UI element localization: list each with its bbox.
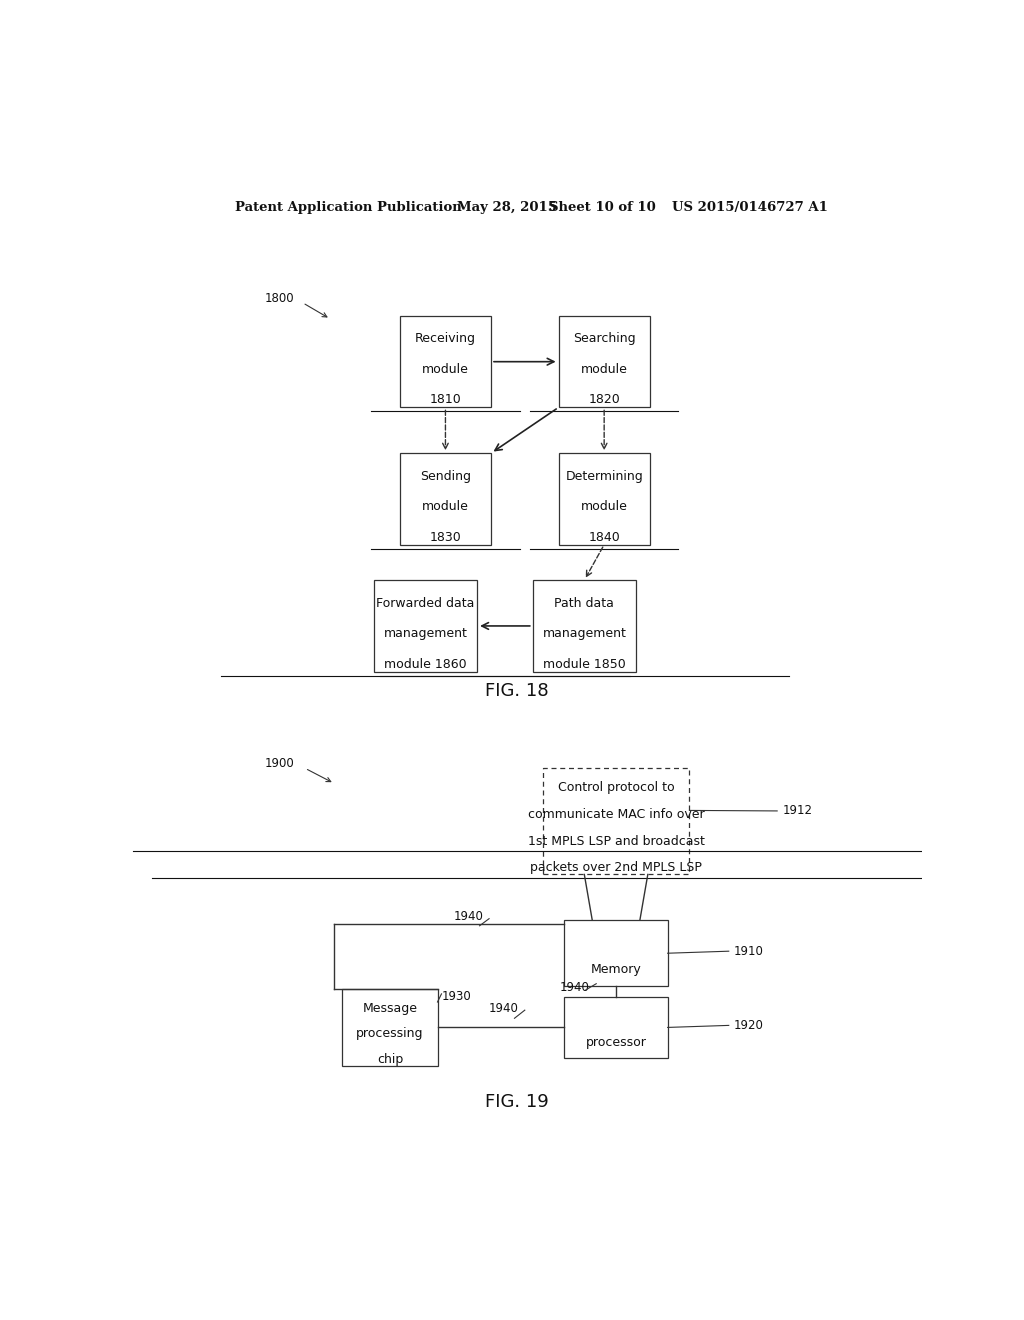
Text: Patent Application Publication: Patent Application Publication [236,201,462,214]
Text: Message: Message [362,1002,418,1015]
Text: 1912: 1912 [782,804,813,817]
Text: 1930: 1930 [441,990,471,1003]
Text: 1810: 1810 [429,393,462,407]
Text: processing: processing [356,1027,424,1040]
FancyBboxPatch shape [543,768,689,874]
FancyBboxPatch shape [374,581,477,672]
Text: module 1850: module 1850 [543,657,626,671]
Text: 1st MPLS LSP and broadcast: 1st MPLS LSP and broadcast [527,834,705,847]
Text: Sheet 10 of 10: Sheet 10 of 10 [549,201,655,214]
FancyBboxPatch shape [564,997,668,1057]
Text: 1840: 1840 [588,531,621,544]
Text: 1940: 1940 [560,981,590,994]
Text: Control protocol to: Control protocol to [558,781,675,795]
Text: 1940: 1940 [488,1002,518,1015]
FancyBboxPatch shape [399,315,492,408]
Text: US 2015/0146727 A1: US 2015/0146727 A1 [672,201,827,214]
Text: FIG. 18: FIG. 18 [485,682,549,700]
Text: Searching: Searching [572,333,636,346]
Text: packets over 2nd MPLS LSP: packets over 2nd MPLS LSP [530,861,702,874]
Text: 1820: 1820 [588,393,621,407]
Text: Path data: Path data [554,597,614,610]
FancyBboxPatch shape [399,453,492,545]
Text: 1940: 1940 [454,909,483,923]
Text: processor: processor [586,1036,646,1049]
Text: Receiving: Receiving [415,333,476,346]
Text: communicate MAC info over: communicate MAC info over [527,808,705,821]
Text: Memory: Memory [591,964,641,977]
Text: 1910: 1910 [733,945,763,958]
Text: Sending: Sending [420,470,471,483]
FancyBboxPatch shape [342,989,437,1065]
Text: May 28, 2015: May 28, 2015 [458,201,557,214]
FancyBboxPatch shape [532,581,636,672]
Text: Determining: Determining [565,470,643,483]
Text: chip: chip [377,1052,403,1065]
Text: management: management [384,627,468,640]
FancyBboxPatch shape [558,315,650,408]
Text: 1920: 1920 [733,1019,763,1032]
Text: 1900: 1900 [264,756,294,770]
FancyBboxPatch shape [558,453,650,545]
Text: FIG. 19: FIG. 19 [485,1093,549,1110]
Text: management: management [543,627,627,640]
Text: module: module [422,500,469,513]
Text: module 1860: module 1860 [384,657,467,671]
FancyBboxPatch shape [564,920,668,986]
Text: Forwarded data: Forwarded data [377,597,475,610]
Text: module: module [581,363,628,376]
Text: module: module [422,363,469,376]
Text: 1830: 1830 [429,531,462,544]
Text: module: module [581,500,628,513]
Text: 1800: 1800 [264,292,294,305]
